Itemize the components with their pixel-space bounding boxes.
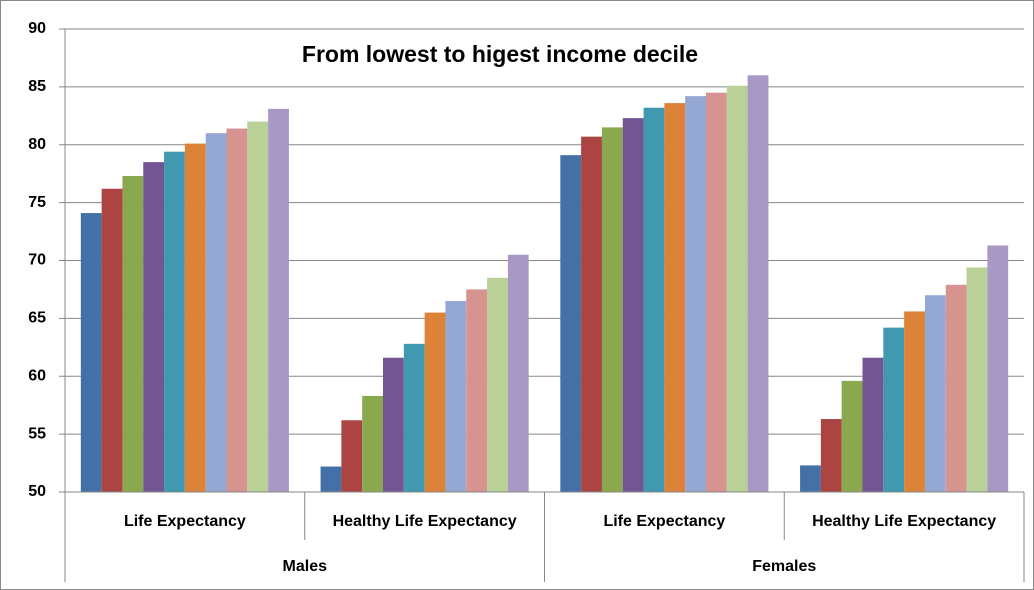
bar (800, 465, 821, 492)
bar (445, 301, 467, 492)
bar (403, 343, 425, 492)
group-label: Males (283, 558, 328, 575)
y-tick-label: 70 (28, 252, 46, 269)
bar (507, 254, 529, 492)
bar (101, 188, 123, 493)
bar (685, 96, 706, 492)
y-tick-label: 75 (28, 194, 46, 211)
y-tick-label: 85 (28, 78, 46, 95)
y-tick-label: 65 (28, 310, 46, 327)
chart-title: From lowest to higest income decile (302, 41, 698, 67)
bar (883, 327, 905, 492)
bar (747, 75, 769, 493)
bar (320, 466, 342, 492)
bar (80, 213, 102, 493)
y-tick-label: 80 (28, 136, 46, 153)
bar (143, 162, 165, 493)
bar (466, 289, 488, 492)
group-label: Females (752, 558, 816, 575)
bar (643, 107, 665, 493)
bar (726, 85, 748, 492)
bar (841, 380, 863, 492)
x-tick-label: Life Expectancy (124, 513, 246, 530)
bar (362, 395, 384, 492)
bar (247, 121, 269, 492)
bar (601, 127, 623, 492)
bar (862, 357, 884, 492)
bar (164, 151, 185, 492)
bar (622, 118, 644, 492)
x-tick-label: Healthy Life Expectancy (812, 513, 996, 530)
bar (664, 103, 686, 492)
bar (924, 295, 946, 492)
x-tick-label: Healthy Life Expectancy (333, 513, 517, 530)
bar (820, 419, 842, 492)
bar (383, 357, 404, 492)
bar (581, 136, 602, 492)
y-tick-label: 55 (28, 425, 46, 442)
bar (184, 143, 206, 492)
bar (341, 420, 363, 492)
bar (987, 245, 1009, 492)
bar (705, 92, 727, 492)
y-tick-label: 90 (28, 20, 46, 37)
bar (560, 155, 582, 493)
bar (424, 312, 446, 492)
y-tick-label: 60 (28, 367, 46, 384)
bar (122, 176, 144, 492)
bar (205, 133, 227, 493)
bar (268, 108, 289, 493)
bar (966, 267, 988, 492)
bar (226, 128, 248, 493)
y-tick-label: 50 (28, 483, 46, 500)
bar (945, 284, 967, 492)
bar (487, 277, 508, 492)
x-tick-label: Life Expectancy (603, 513, 725, 530)
bar (904, 311, 925, 492)
